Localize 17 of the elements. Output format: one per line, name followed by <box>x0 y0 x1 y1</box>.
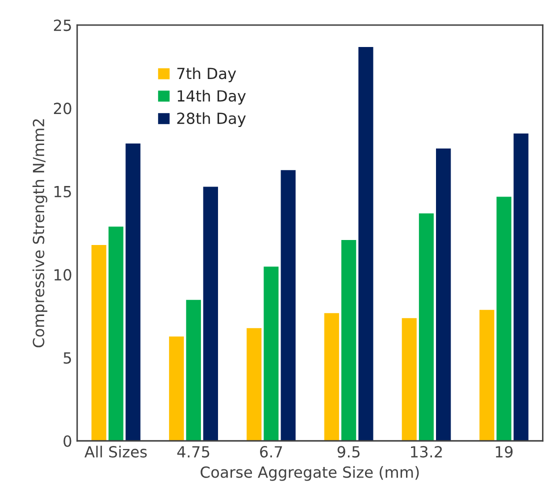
legend-label: 14th Day <box>178 90 246 105</box>
legend-label: 7th Day <box>177 67 236 82</box>
y-tick-label: 15 <box>54 186 71 198</box>
x-axis-title: Coarse Aggregate Size (mm) <box>200 466 419 481</box>
x-tick-label: All Sizes <box>84 446 147 458</box>
y-tick-label: 0 <box>64 435 72 447</box>
x-tick-label: 6.7 <box>260 446 282 458</box>
y-axis-title: Compressive Strength N/mm2 <box>32 119 48 348</box>
y-tick-label: 5 <box>64 352 71 364</box>
y-tick-label: 10 <box>54 269 72 281</box>
x-tick-label: 19 <box>496 446 513 458</box>
y-tick-label: 25 <box>54 20 71 32</box>
legend-label: 28th Day <box>177 112 246 128</box>
x-tick-label: 4.75 <box>177 446 210 458</box>
x-tick-label: 9.5 <box>338 446 360 458</box>
y-tick-label: 20 <box>54 102 72 114</box>
x-tick-label: 13.2 <box>411 446 442 458</box>
